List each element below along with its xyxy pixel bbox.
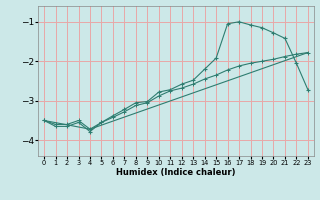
X-axis label: Humidex (Indice chaleur): Humidex (Indice chaleur) (116, 168, 236, 177)
